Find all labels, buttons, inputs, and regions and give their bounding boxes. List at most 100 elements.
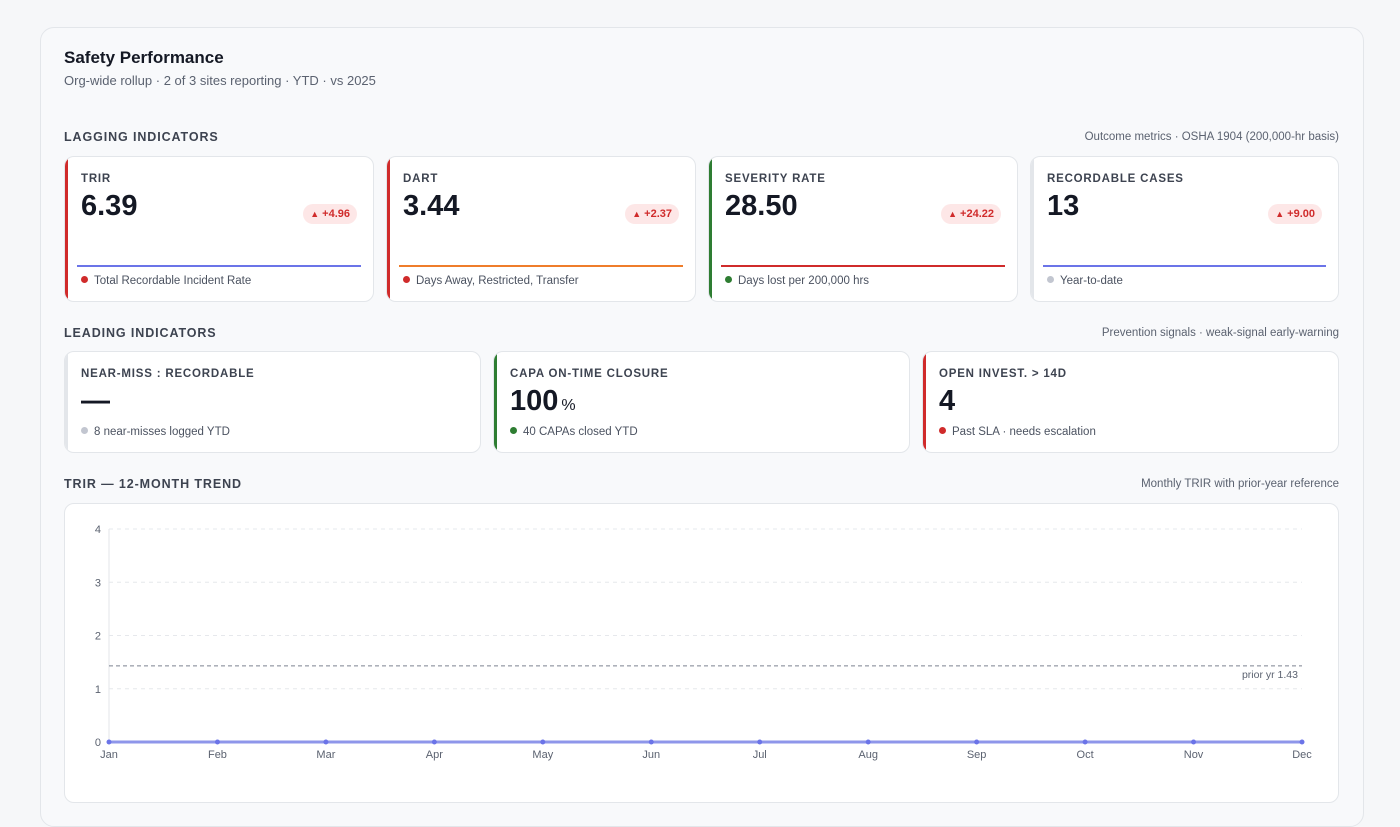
sparkline	[721, 265, 1005, 267]
up-triangle-icon: ▲	[948, 209, 958, 219]
leading-section-title: LEADING INDICATORS	[64, 326, 217, 340]
status-dot	[403, 276, 410, 283]
dart-card[interactable]: DART 3.44 ▲ +2.37 Days Away, Restricted, …	[386, 156, 696, 302]
capa-closure-card[interactable]: CAPA ON-TIME CLOSURE 100% 40 CAPAs close…	[493, 351, 910, 453]
data-point	[106, 739, 112, 745]
x-tick-label: Dec	[1292, 749, 1312, 761]
card-footnote: Total Recordable Incident Rate	[81, 275, 251, 287]
value-number: 100	[510, 385, 559, 417]
status-dot	[725, 276, 732, 283]
card-label: CAPA ON-TIME CLOSURE	[510, 368, 669, 380]
card-desc: Year-to-date	[1060, 275, 1123, 287]
data-point	[648, 739, 654, 745]
x-tick-label: May	[532, 749, 553, 761]
status-dot	[1047, 276, 1054, 283]
card-value: 28.50	[725, 190, 798, 222]
card-value: 3.44	[403, 190, 460, 222]
value-number: —	[81, 385, 110, 417]
x-tick-label: Mar	[316, 749, 335, 761]
x-tick-label: Apr	[426, 749, 443, 761]
x-tick-label: Nov	[1184, 749, 1204, 761]
data-point	[1299, 739, 1305, 745]
value-unit: %	[561, 397, 576, 414]
status-dot	[510, 427, 517, 434]
card-desc: Days Away, Restricted, Transfer	[416, 275, 579, 287]
page-title: Safety Performance	[64, 48, 224, 67]
status-dot	[939, 427, 946, 434]
card-value: —	[81, 385, 113, 418]
open-investigations-card[interactable]: OPEN INVEST. > 14D 4 Past SLA · needs es…	[922, 351, 1339, 453]
page-subtitle: Org-wide rollup · 2 of 3 sites reporting…	[64, 73, 376, 88]
card-value: 6.39	[81, 190, 138, 222]
data-point	[323, 739, 329, 745]
card-accent	[387, 157, 390, 301]
y-tick-label: 3	[95, 577, 101, 589]
value-number: 4	[939, 385, 956, 417]
card-footnote: Year-to-date	[1047, 275, 1123, 287]
x-tick-label: Jul	[753, 749, 767, 761]
up-triangle-icon: ▲	[310, 209, 320, 219]
card-value: 100%	[510, 385, 576, 418]
lagging-section-note: Outcome metrics · OSHA 1904 (200,000-hr …	[1084, 131, 1339, 143]
status-dot	[81, 427, 88, 434]
card-desc: 8 near-misses logged YTD	[94, 426, 230, 438]
y-tick-label: 2	[95, 631, 101, 643]
x-tick-label: Feb	[208, 749, 227, 761]
trend-section-title: TRIR — 12-MONTH TREND	[64, 477, 242, 491]
x-tick-label: Sep	[967, 749, 987, 761]
card-accent	[709, 157, 712, 301]
card-label: NEAR-MISS : RECORDABLE	[81, 368, 255, 380]
card-accent	[1031, 157, 1034, 301]
sparkline	[1043, 265, 1326, 267]
card-accent	[65, 157, 68, 301]
up-triangle-icon: ▲	[632, 209, 642, 219]
data-point	[214, 739, 220, 745]
delta-badge: ▲ +24.22	[941, 204, 1001, 224]
severity-rate-card[interactable]: SEVERITY RATE 28.50 ▲ +24.22 Days lost pe…	[708, 156, 1018, 302]
card-footnote: 40 CAPAs closed YTD	[510, 426, 638, 438]
prior-year-reference-label: prior yr 1.43	[1242, 669, 1298, 681]
card-accent	[923, 352, 926, 452]
data-point	[540, 739, 546, 745]
y-tick-label: 0	[95, 737, 101, 749]
card-accent	[65, 352, 68, 452]
card-desc: Past SLA · needs escalation	[952, 426, 1096, 438]
x-tick-label: Oct	[1077, 749, 1094, 761]
data-point	[1082, 739, 1088, 745]
delta-value: +9.00	[1287, 208, 1315, 220]
trend-chart-svg: 0 1 2 3 4 prior yr 1.43 Jan Feb Mar Apr May Jun Jul A…	[95, 524, 1312, 761]
data-point	[757, 739, 763, 745]
leading-section-note: Prevention signals · weak-signal early-w…	[1101, 327, 1339, 339]
x-tick-label: Aug	[858, 749, 878, 761]
delta-badge: ▲ +2.37	[625, 204, 679, 224]
data-point	[865, 739, 871, 745]
recordable-cases-card[interactable]: RECORDABLE CASES 13 ▲ +9.00 Year-to-date	[1030, 156, 1339, 302]
card-label: TRIR	[81, 173, 112, 185]
card-footnote: Days lost per 200,000 hrs	[725, 275, 869, 287]
trend-section-note: Monthly TRIR with prior-year reference	[1141, 478, 1339, 490]
near-miss-card[interactable]: NEAR-MISS : RECORDABLE — 8 near-misses l…	[64, 351, 481, 453]
y-tick-label: 4	[95, 524, 101, 536]
x-tick-label: Jan	[100, 749, 118, 761]
x-tick-label: Jun	[642, 749, 660, 761]
card-desc: Total Recordable Incident Rate	[94, 275, 252, 287]
card-label: SEVERITY RATE	[725, 173, 826, 185]
card-value: 13	[1047, 190, 1080, 222]
card-footnote: 8 near-misses logged YTD	[81, 426, 230, 438]
data-point	[431, 739, 437, 745]
data-point	[1191, 739, 1197, 745]
card-desc: Days lost per 200,000 hrs	[738, 275, 870, 287]
delta-value: +24.22	[960, 208, 994, 220]
card-label: DART	[403, 173, 439, 185]
delta-badge: ▲ +4.96	[303, 204, 357, 224]
card-footnote: Days Away, Restricted, Transfer	[403, 275, 579, 287]
trir-trend-chart: 0 1 2 3 4 prior yr 1.43 Jan Feb Mar Apr May Jun Jul A…	[64, 503, 1339, 803]
delta-badge: ▲ +9.00	[1268, 204, 1322, 224]
y-tick-label: 1	[95, 684, 101, 696]
card-desc: 40 CAPAs closed YTD	[523, 426, 638, 438]
card-footnote: Past SLA · needs escalation	[939, 426, 1096, 438]
status-dot	[81, 276, 88, 283]
trir-card[interactable]: TRIR 6.39 ▲ +4.96 Total Recordable Incide…	[64, 156, 374, 302]
up-triangle-icon: ▲	[1275, 209, 1285, 219]
delta-value: +2.37	[644, 208, 672, 220]
